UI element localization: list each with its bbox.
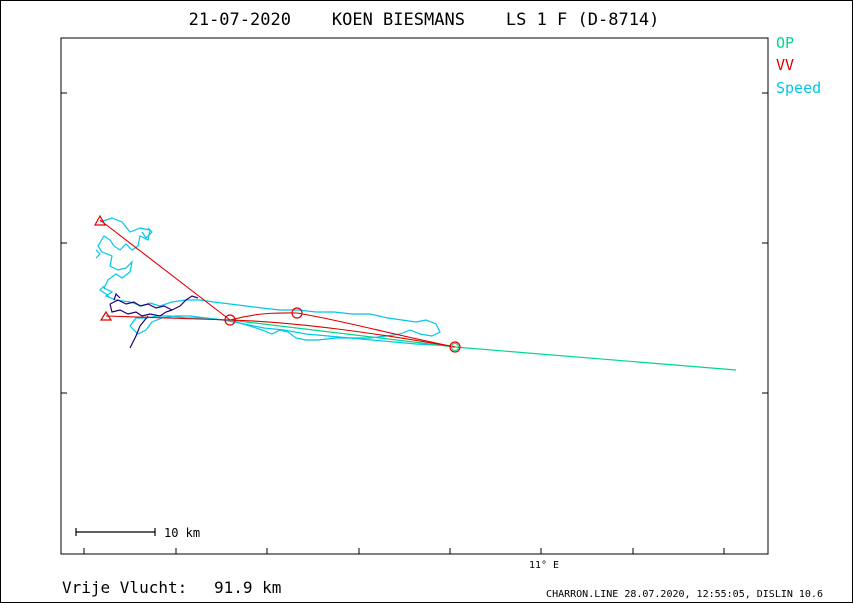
scale-bar: 10 km [75,526,200,540]
vv-leg [229,319,456,348]
track-segment [129,315,401,341]
distance-label: Vrije Vlucht: [62,578,187,597]
y-ticks [61,92,768,394]
vv-leg [99,219,231,321]
finish-triangle [99,310,113,321]
footer-info: CHARRON.LINE 28.07.2020, 12:55:05, DISLI… [546,589,823,600]
turnpoint-marker [449,341,461,353]
track-segment [99,285,111,299]
chart-title: 21-07-2020 KOEN BIESMANS LS 1 F (D-8714) [189,10,660,30]
track-segment [109,295,199,311]
turnpoint-marker [224,314,236,326]
track-segment [113,292,121,301]
start-triangle [93,214,107,226]
track-segment [97,217,151,301]
legend-vv: VV [776,56,794,74]
track-segment [95,249,101,259]
track-segment [129,315,149,349]
op-marker [451,343,459,351]
x-tick-label: 11° E [529,560,559,571]
legend-op: OP [776,34,794,52]
track-segment [115,299,441,337]
track-segment [145,315,453,347]
turnpoint-marker [291,307,303,319]
vv-leg [105,315,231,321]
distance-value: 91.9 km [214,578,281,597]
plot-area [60,37,769,555]
scale-label: 10 km [164,526,200,540]
legend-speed: Speed [776,79,821,97]
track-segment [109,303,173,317]
x-ticks [83,548,725,554]
slow-track [109,292,199,349]
speed-track [95,217,453,347]
op-route [229,319,737,371]
track-segment [141,227,153,239]
vv-leg [229,312,456,348]
